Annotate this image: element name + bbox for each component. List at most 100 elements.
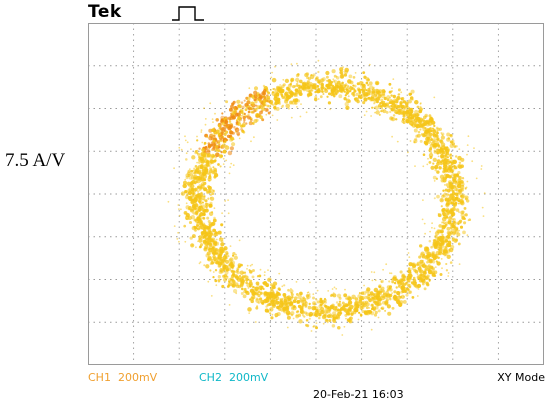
- trace-point: [365, 302, 370, 307]
- trace-point: [338, 84, 343, 90]
- trace-point: [218, 154, 223, 159]
- trace-noise-point: [246, 268, 248, 270]
- trace-point: [295, 77, 300, 83]
- trace-point: [221, 284, 225, 289]
- trace-noise-point: [290, 81, 293, 84]
- trace-point: [203, 181, 207, 185]
- trace-point: [225, 252, 229, 256]
- trace-point: [263, 293, 268, 298]
- trace-point: [233, 108, 237, 113]
- trace-noise-point: [290, 307, 293, 309]
- trace-point: [201, 231, 205, 235]
- trace-point: [426, 274, 430, 278]
- trace-noise-point: [428, 128, 431, 130]
- trace-point: [190, 181, 194, 185]
- trace-noise-point: [451, 162, 454, 164]
- trace-noise-point: [241, 114, 243, 117]
- trace-noise-point: [371, 88, 374, 91]
- trace-point: [436, 138, 440, 142]
- trace-noise-point: [213, 191, 215, 193]
- trace-point: [211, 221, 216, 226]
- trace-noise-point: [213, 127, 216, 129]
- trace-point: [391, 306, 395, 310]
- trace-point: [430, 165, 435, 170]
- trace-point: [414, 137, 418, 141]
- trace-point: [299, 298, 304, 302]
- trace-point: [454, 155, 458, 158]
- trace-point: [450, 201, 453, 205]
- trace-point: [277, 287, 281, 291]
- trace-noise-point: [197, 240, 199, 243]
- trace-noise-point: [483, 192, 486, 195]
- trace-point: [335, 306, 338, 309]
- trace-point: [392, 94, 396, 99]
- trace-noise-point: [407, 151, 409, 154]
- trace-point: [184, 194, 190, 200]
- trace-point: [298, 92, 303, 96]
- trace-point: [193, 167, 196, 170]
- trace-point: [217, 274, 221, 279]
- trace-noise-point: [329, 108, 331, 111]
- trace-point: [251, 275, 255, 279]
- trace-point: [250, 107, 254, 111]
- trace-point: [315, 298, 318, 301]
- trace-point: [353, 308, 358, 313]
- trace-noise-point: [421, 218, 424, 221]
- trace-point: [205, 264, 210, 269]
- trace-point: [190, 199, 195, 205]
- trace-point: [384, 309, 387, 312]
- trace-noise-point: [248, 87, 251, 90]
- trace-noise-point: [216, 118, 218, 120]
- trace-point: [394, 118, 398, 121]
- trace-noise-point: [371, 279, 374, 282]
- trace-point: [461, 210, 465, 214]
- trace-noise-point: [382, 109, 385, 112]
- trace-noise-point: [447, 236, 450, 238]
- trace-point: [432, 238, 436, 242]
- trace-point: [344, 67, 349, 73]
- trace-noise-point: [427, 157, 429, 160]
- trace-point: [349, 86, 354, 91]
- trace-noise-point: [206, 135, 209, 138]
- trace-point: [230, 104, 234, 109]
- trace-point: [379, 101, 382, 105]
- trace-noise-point: [178, 208, 180, 211]
- trace-point: [231, 270, 235, 274]
- trace-point: [304, 72, 309, 78]
- trace-point: [410, 107, 414, 111]
- trace-point: [434, 242, 437, 245]
- trace-point: [321, 77, 326, 81]
- ch2-readout: CH2 200mV: [199, 371, 268, 384]
- trace-noise-point: [184, 139, 187, 142]
- trace-point: [228, 280, 231, 284]
- trace-point: [255, 297, 259, 301]
- trace-point: [371, 304, 374, 308]
- trace-point: [268, 297, 272, 300]
- trace-point: [198, 214, 202, 217]
- trace-noise-point: [473, 147, 475, 149]
- trace-noise-point: [210, 149, 213, 151]
- trace-point: [228, 258, 233, 263]
- trace-point: [449, 134, 454, 138]
- trace-point: [454, 185, 458, 189]
- trace-point: [462, 230, 466, 235]
- trace-noise-point: [251, 263, 254, 266]
- trace-noise-point: [215, 152, 218, 155]
- trace-point: [194, 150, 198, 155]
- trace-point: [447, 185, 450, 189]
- trace-point: [207, 197, 210, 200]
- trace-point: [393, 281, 397, 285]
- trace-noise-point: [389, 272, 391, 275]
- trace-noise-point: [177, 231, 179, 234]
- trace-point: [314, 90, 317, 94]
- trace-point: [373, 313, 378, 317]
- trace-point: [213, 134, 216, 137]
- trace-noise-point: [235, 253, 238, 256]
- trace-noise-point: [471, 160, 474, 163]
- trace-point: [318, 316, 321, 320]
- trace-point: [213, 232, 217, 237]
- trace-noise-point: [426, 163, 429, 166]
- trace-point: [197, 161, 201, 164]
- trace-point: [192, 211, 196, 215]
- trace-noise-point: [344, 288, 346, 291]
